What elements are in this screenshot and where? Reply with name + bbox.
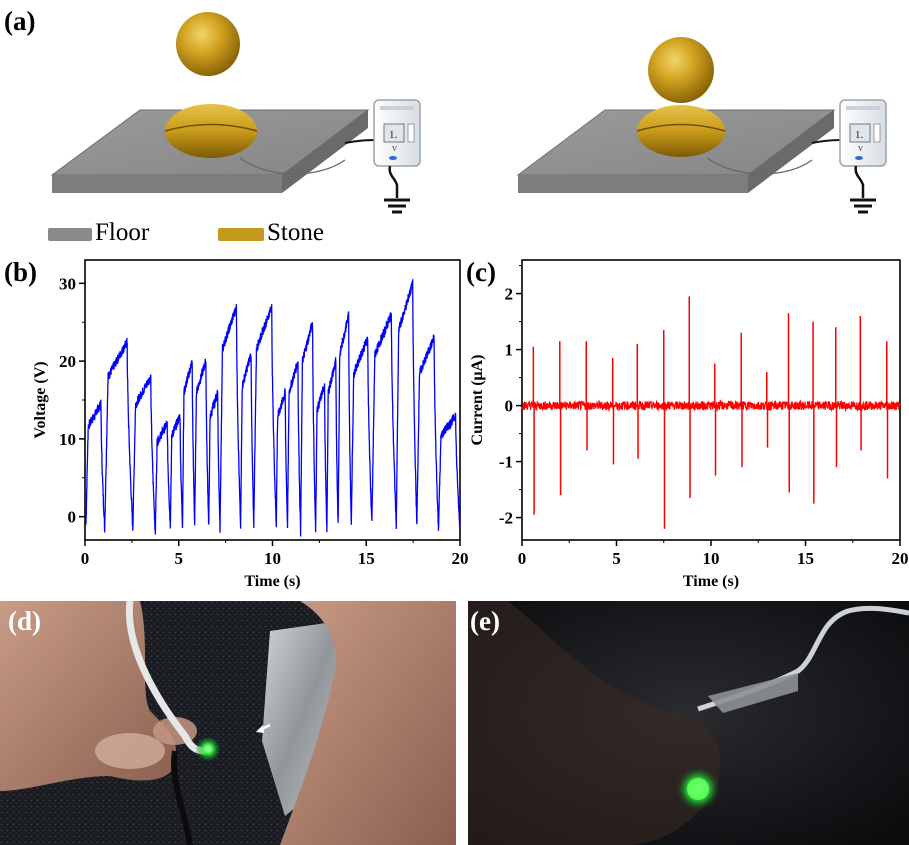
stone-disk-left bbox=[164, 104, 258, 158]
x-tick-label: 0 bbox=[518, 549, 527, 568]
plot-frame bbox=[521, 259, 901, 541]
y-tick-label: -1 bbox=[499, 453, 513, 472]
legend-floor-swatch bbox=[48, 228, 92, 241]
svg-text:1.: 1. bbox=[389, 129, 398, 141]
stone-ball-right bbox=[648, 37, 714, 103]
led-glow-d bbox=[196, 737, 220, 761]
panel-label-c: (c) bbox=[466, 257, 496, 287]
x-axis-label: Time (s) bbox=[683, 573, 739, 590]
current-baseline-noise bbox=[521, 398, 901, 413]
photo-d bbox=[0, 601, 456, 845]
x-tick-label: 20 bbox=[452, 549, 469, 568]
y-tick-label: 30 bbox=[59, 274, 76, 293]
legend-stone-label: Stone bbox=[267, 219, 324, 246]
stone-disk-right bbox=[636, 105, 726, 157]
x-tick-label: 15 bbox=[358, 549, 375, 568]
y-axis-label: Voltage (V) bbox=[32, 361, 49, 438]
panel-a-illustration: 1. V 1. V bbox=[50, 12, 887, 214]
svg-text:V: V bbox=[392, 145, 397, 153]
y-tick-label: 1 bbox=[505, 341, 514, 360]
x-tick-label: 10 bbox=[703, 549, 720, 568]
y-tick-label: 20 bbox=[59, 352, 76, 371]
voltmeter-left: 1. V bbox=[344, 99, 421, 214]
y-axis-label: Current (μA) bbox=[469, 355, 486, 446]
x-tick-label: 15 bbox=[797, 549, 814, 568]
svg-text:V: V bbox=[858, 145, 863, 153]
x-tick-label: 0 bbox=[81, 549, 90, 568]
y-tick-label: 10 bbox=[59, 430, 76, 449]
x-axis-label: Time (s) bbox=[244, 573, 300, 590]
voltage-chart: 0 5 10 15 20 0 10 20 30 Time (s) Voltage (V) bbox=[32, 259, 469, 590]
y-tick-label: 0 bbox=[68, 508, 77, 527]
x-tick-label: 5 bbox=[175, 549, 184, 568]
svg-text:1.: 1. bbox=[855, 129, 864, 141]
panel-label-e: (e) bbox=[470, 606, 500, 636]
x-tick-label: 20 bbox=[892, 549, 909, 568]
y-tick-label: 2 bbox=[505, 285, 514, 304]
voltmeter-right: 1. V bbox=[811, 99, 887, 214]
voltage-trace bbox=[85, 279, 461, 537]
legend-floor-label: Floor bbox=[95, 219, 150, 246]
x-tick-label: 10 bbox=[264, 549, 281, 568]
stone-ball-left bbox=[176, 12, 240, 76]
panel-label-d: (d) bbox=[8, 606, 41, 636]
y-tick-label: 0 bbox=[505, 397, 514, 416]
panel-label-a: (a) bbox=[4, 6, 36, 36]
current-chart: 0 5 10 15 20 -2 -1 0 1 2 Time (s) Current (μA) bbox=[469, 259, 909, 590]
photo-e bbox=[468, 601, 909, 845]
panel-label-b: (b) bbox=[4, 257, 37, 287]
x-tick-label: 5 bbox=[612, 549, 621, 568]
y-tick-label: -2 bbox=[499, 509, 513, 528]
legend-stone-swatch bbox=[218, 228, 264, 241]
